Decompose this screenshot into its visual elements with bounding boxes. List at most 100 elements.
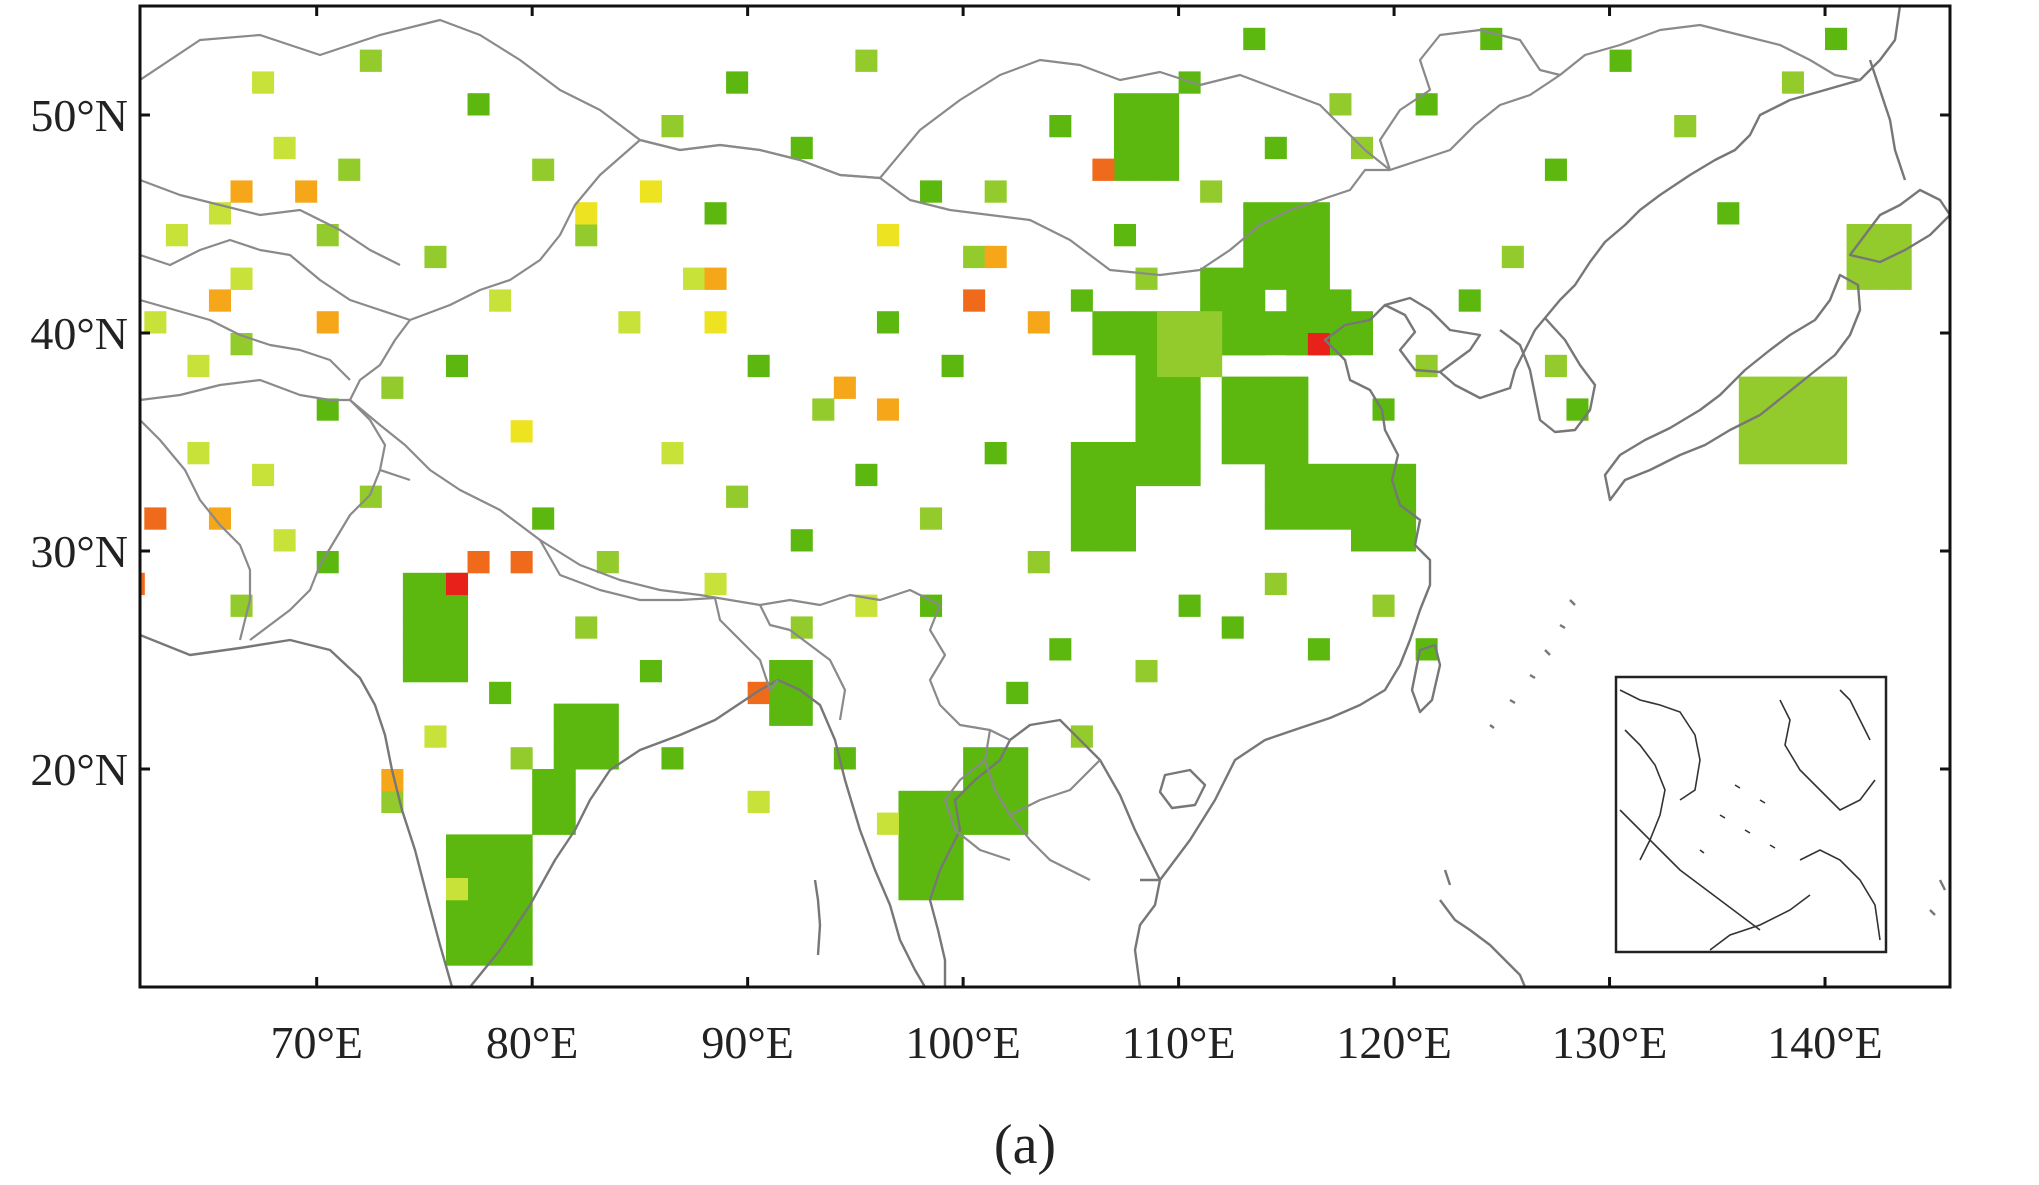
grid-cell [747, 354, 770, 378]
grid-cell [1049, 638, 1072, 661]
grid-cell [963, 790, 986, 814]
grid-cell [1157, 93, 1180, 116]
grid-cell [424, 616, 447, 639]
grid-cell [876, 398, 899, 421]
grid-cell [424, 725, 447, 748]
grid-cell [1157, 376, 1180, 399]
grid-cell [359, 485, 382, 508]
grid-cell [1200, 180, 1223, 203]
grid-cell [941, 354, 964, 378]
grid-cell [1329, 485, 1352, 508]
grid-cell [1264, 572, 1287, 596]
grid-cell [575, 616, 598, 639]
grid-cell [1092, 507, 1115, 530]
grid-cell [445, 943, 469, 966]
grid-cell [984, 790, 1007, 814]
coastline-philippines [1439, 869, 1527, 987]
grid-cell [359, 49, 382, 72]
grid-cell [1200, 333, 1223, 356]
coastline-hokkaido [1848, 188, 1950, 264]
grid-cell [532, 769, 555, 792]
grid-cell [489, 943, 512, 966]
grid-cell [402, 616, 425, 639]
grid-cell [1264, 485, 1287, 508]
grid-cell [898, 812, 921, 835]
grid-cell [941, 856, 964, 879]
grid-cell [920, 180, 943, 203]
grid-cell [1372, 463, 1395, 487]
grid-cell [230, 180, 253, 203]
grid-cell [1200, 267, 1223, 290]
grid-cell [1135, 136, 1158, 160]
grid-cell [1501, 245, 1524, 269]
grid-cell [898, 878, 921, 901]
grid-cell [1286, 224, 1309, 247]
grid-cell [1781, 71, 1804, 94]
grid-cell [1264, 311, 1287, 334]
grid-cell [833, 376, 856, 399]
grid-cell [230, 333, 253, 356]
grid-cell [1113, 158, 1136, 181]
lon-tick-label: 70°E [270, 1017, 363, 1068]
grid-cell [402, 638, 425, 661]
grid-cell [747, 790, 770, 814]
grid-cell [1113, 463, 1136, 487]
grid-cell [553, 769, 576, 792]
grid-cell [510, 834, 533, 857]
grid-cell [1264, 136, 1287, 160]
grid-cell [1157, 463, 1180, 487]
grid-cell [1221, 398, 1244, 421]
grid-cell [575, 224, 598, 247]
grid-cell [402, 572, 425, 596]
grid-cell [1394, 507, 1417, 530]
grid-cell [1350, 333, 1374, 356]
grid-cell [445, 878, 469, 901]
grid-cell [1307, 202, 1330, 225]
grid-cell [1264, 224, 1287, 247]
grid-cell [1113, 529, 1136, 552]
grid-cell [1415, 354, 1438, 378]
grid-cell [920, 812, 943, 835]
grid-cell [445, 572, 469, 596]
grid-cell [1092, 333, 1115, 356]
grid-cell [1157, 420, 1180, 443]
lat-tick-label: 40°N [30, 308, 128, 359]
grid-cell [1286, 420, 1309, 443]
lon-tick-label: 130°E [1552, 1017, 1668, 1068]
grid-cell [1868, 267, 1891, 290]
grid-cell [273, 529, 296, 552]
grid-cell [316, 224, 339, 247]
grid-cell [1350, 507, 1374, 530]
lon-tick-label: 140°E [1767, 1017, 1883, 1068]
grid-cell [1092, 485, 1115, 508]
grid-cell [1135, 267, 1158, 290]
grid-cell [876, 311, 899, 334]
grid-cell [467, 899, 490, 923]
grid-cell [1781, 442, 1804, 465]
grid-cell [510, 551, 533, 574]
grid-cell [1221, 267, 1244, 290]
grid-cell [596, 747, 619, 770]
coastline-mainland [140, 6, 1902, 987]
grid-cell [963, 747, 986, 770]
grid-cell [445, 660, 469, 683]
grid-cell [683, 267, 706, 290]
grid-cell [984, 180, 1007, 203]
grid-cell [1006, 681, 1029, 705]
grid-cell [1113, 136, 1136, 160]
grid-cell [1221, 289, 1244, 312]
grid-cell [1221, 442, 1244, 465]
grid-cell [1157, 442, 1180, 465]
grid-cell [1135, 93, 1158, 116]
grid-cell [1674, 115, 1697, 138]
grid-cell [1157, 115, 1180, 138]
grid-cell [1889, 267, 1912, 290]
grid-cell [812, 398, 835, 421]
grid-cell [165, 224, 188, 247]
grid-cell [1135, 420, 1158, 443]
grid-cell [1178, 442, 1201, 465]
grid-cell [1178, 398, 1201, 421]
grid-cell [575, 202, 598, 225]
grid-cell [769, 703, 792, 726]
grid-cell [1286, 202, 1309, 225]
